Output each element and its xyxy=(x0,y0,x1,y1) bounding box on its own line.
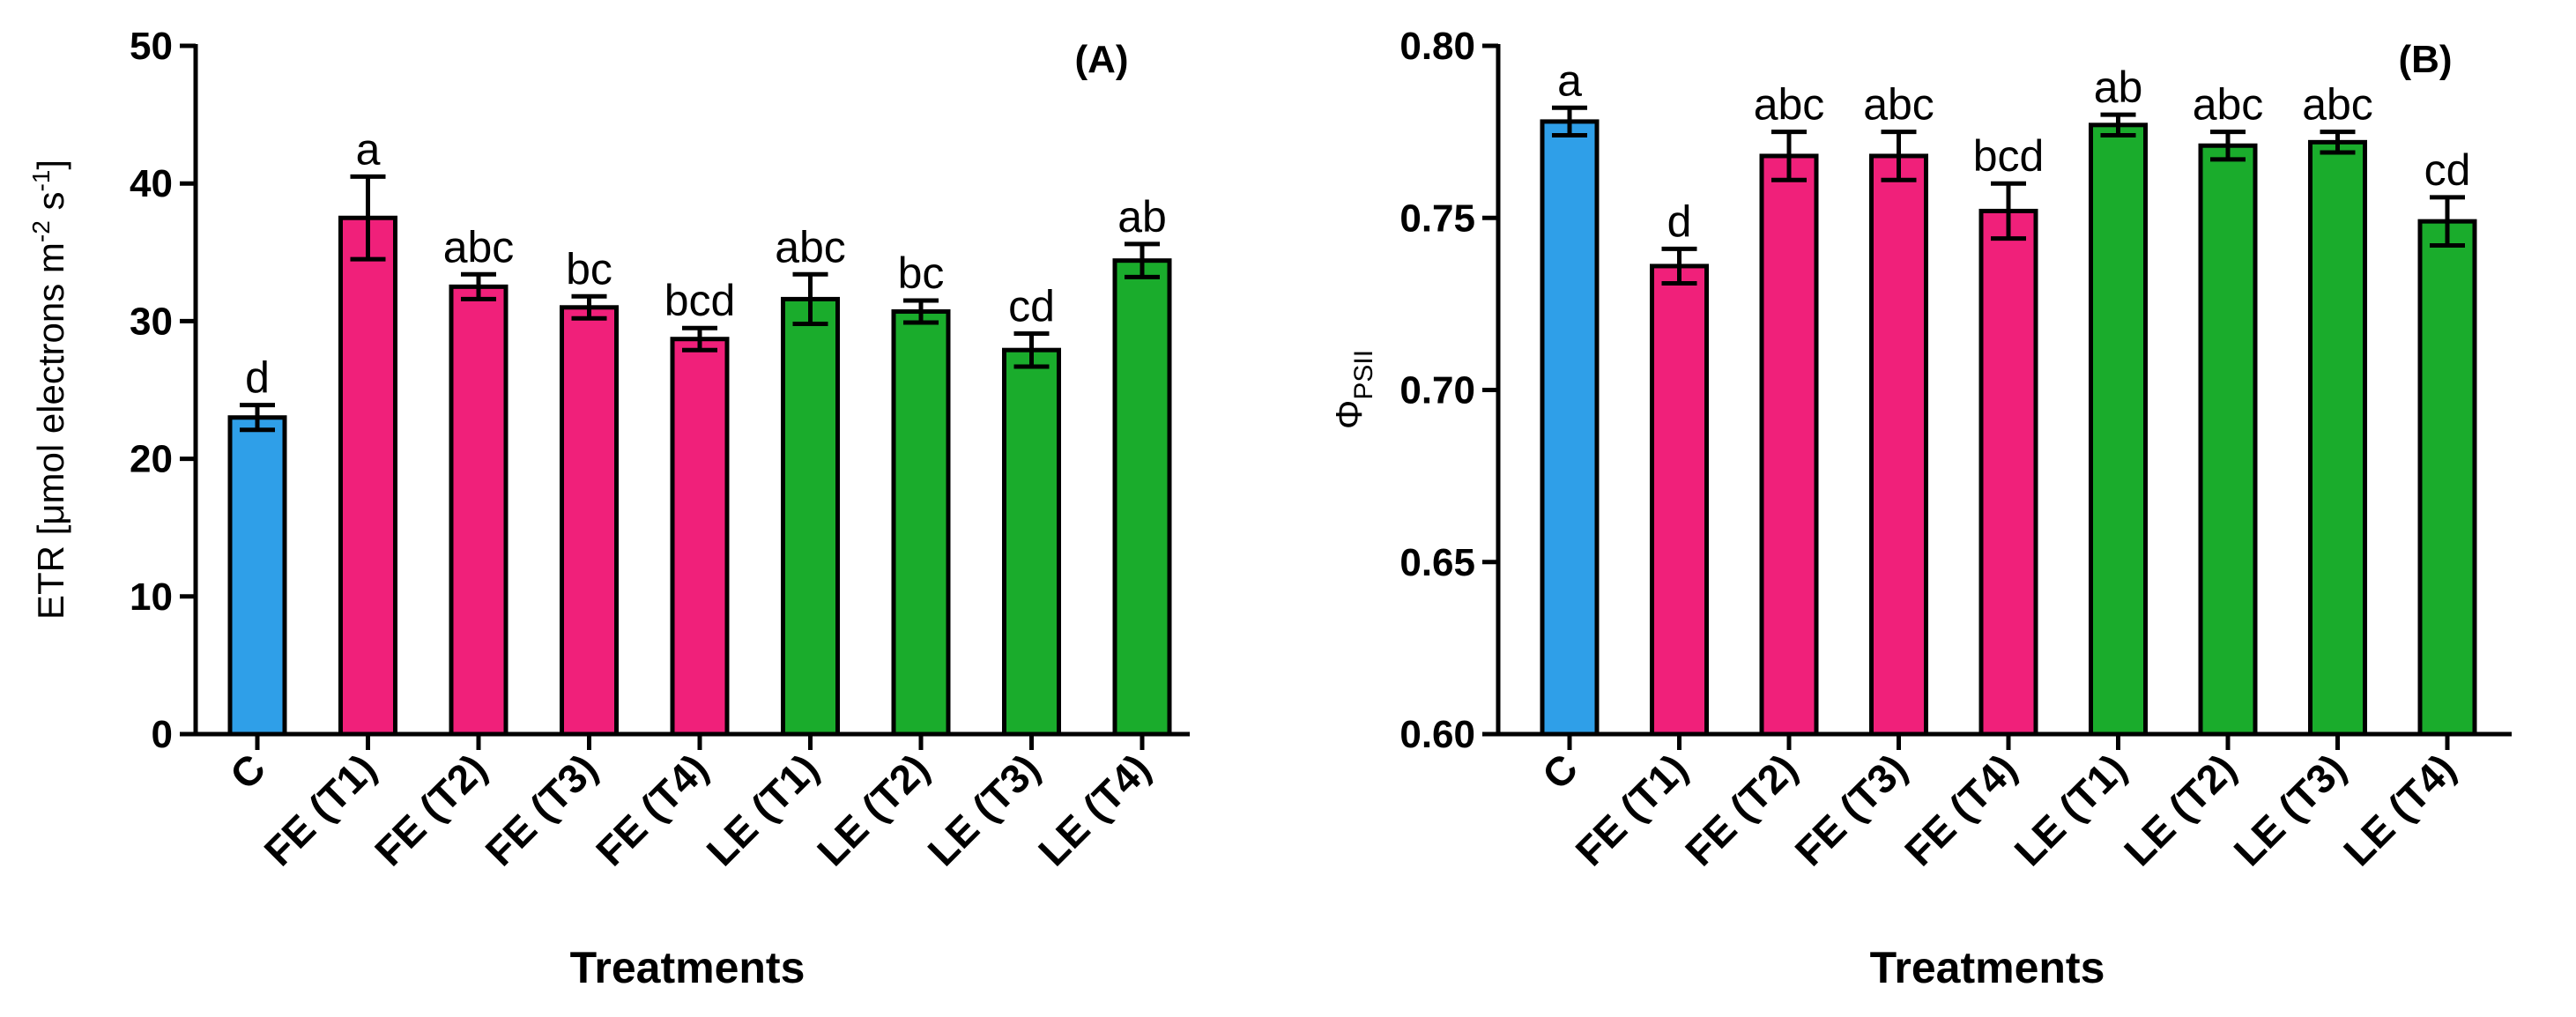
x-tick-label: LE (T1) xyxy=(698,745,828,874)
y-tick-label: 0.65 xyxy=(1399,541,1475,584)
x-tick-label: LE (T3) xyxy=(919,745,1049,874)
x-tick-label: FE (T4) xyxy=(1896,745,2025,874)
x-tick-label: FE (T1) xyxy=(1567,745,1696,874)
bar xyxy=(2308,139,2367,737)
significance-label: ab xyxy=(1117,192,1167,241)
y-axis-title-sup: -1 xyxy=(27,170,55,192)
y-axis-title-mid: s xyxy=(30,192,71,221)
significance-label: cd xyxy=(2424,145,2471,195)
bar xyxy=(449,284,509,737)
y-tick-label: 0.75 xyxy=(1399,197,1475,240)
bar xyxy=(1540,119,1600,737)
x-tick-label: LE (T3) xyxy=(2225,745,2355,874)
significance-label: bc xyxy=(898,249,945,298)
y-tick-label: 0.70 xyxy=(1399,369,1475,412)
bar xyxy=(1112,258,1172,737)
significance-label: abc xyxy=(2302,80,2373,130)
x-tick-label: LE (T2) xyxy=(808,745,938,874)
significance-label: d xyxy=(245,353,270,403)
x-axis-title: Treatments xyxy=(570,943,805,992)
panel-label: (B) xyxy=(2398,38,2452,81)
bar xyxy=(1978,208,2038,737)
bar xyxy=(1650,264,1709,737)
bar xyxy=(1002,347,1061,737)
x-tick-label: FE (T2) xyxy=(1676,745,1806,874)
x-tick-label: C xyxy=(221,745,274,798)
bar xyxy=(560,305,619,737)
y-axis-title-main: ETR [μmol electrons m xyxy=(30,242,71,620)
significance-label: abc xyxy=(1754,80,1825,130)
x-tick-label: LE (T1) xyxy=(2006,745,2135,874)
y-axis-title: ΦPSII xyxy=(1328,350,1378,429)
bar xyxy=(670,337,730,737)
panel-label: (A) xyxy=(1074,38,1128,81)
significance-label: a xyxy=(1557,56,1582,105)
y-axis-title-sub: PSII xyxy=(1349,350,1378,400)
panel-a-chart: 0 10 20 30 40 50 d Ca FE (T1) abc FE (T2) bc FE (T3)… xyxy=(27,25,1190,992)
y-axis-title: ETR [μmol electrons m-2 s-1] xyxy=(27,160,71,620)
bar xyxy=(227,415,287,737)
bar xyxy=(1869,153,1928,737)
y-tick-label: 30 xyxy=(130,300,173,343)
x-tick-label: LE (T4) xyxy=(1029,745,1159,874)
bar xyxy=(2417,219,2477,737)
bar xyxy=(891,308,951,737)
x-tick-label: C xyxy=(1533,745,1586,798)
significance-label: bcd xyxy=(1973,131,2045,181)
x-tick-label: FE (T1) xyxy=(256,745,385,874)
significance-label: abc xyxy=(775,222,846,271)
significance-label: bcd xyxy=(664,276,736,325)
bar xyxy=(2089,122,2148,737)
y-tick-label: 40 xyxy=(130,162,173,205)
y-axis-title-sup: -2 xyxy=(27,220,55,242)
significance-label: bc xyxy=(566,244,612,293)
y-tick-label: 10 xyxy=(130,575,173,619)
x-axis-title: Treatments xyxy=(1870,943,2105,992)
x-tick-label: FE (T2) xyxy=(366,745,495,874)
significance-label: abc xyxy=(1863,80,1934,130)
x-tick-label: LE (T2) xyxy=(2115,745,2245,874)
bar xyxy=(1759,153,1819,737)
significance-label: abc xyxy=(443,222,515,271)
bar xyxy=(2198,143,2258,737)
significance-label: ab xyxy=(2094,63,2143,112)
y-tick-label: 0.80 xyxy=(1399,25,1475,68)
y-axis-title-end: ] xyxy=(30,160,71,170)
y-tick-label: 50 xyxy=(130,25,173,68)
significance-label: abc xyxy=(2193,80,2264,130)
x-tick-label: FE (T3) xyxy=(1786,745,1916,874)
y-tick-label: 0 xyxy=(152,713,173,756)
significance-label: a xyxy=(356,124,381,174)
bar xyxy=(338,215,397,737)
significance-label: cd xyxy=(1008,281,1055,330)
significance-label: d xyxy=(1667,197,1692,246)
x-tick-label: FE (T4) xyxy=(587,745,716,874)
y-tick-label: 0.60 xyxy=(1399,713,1475,756)
panel-b-chart: 0.60 0.65 0.70 0.75 0.80 a Cd FE (T1) abc FE (T2)… xyxy=(1328,25,2512,992)
x-tick-label: FE (T3) xyxy=(477,745,606,874)
y-axis-title-symbol: Φ xyxy=(1328,400,1370,430)
bar xyxy=(781,296,840,737)
y-tick-label: 20 xyxy=(130,438,173,481)
x-tick-label: LE (T4) xyxy=(2335,745,2464,874)
